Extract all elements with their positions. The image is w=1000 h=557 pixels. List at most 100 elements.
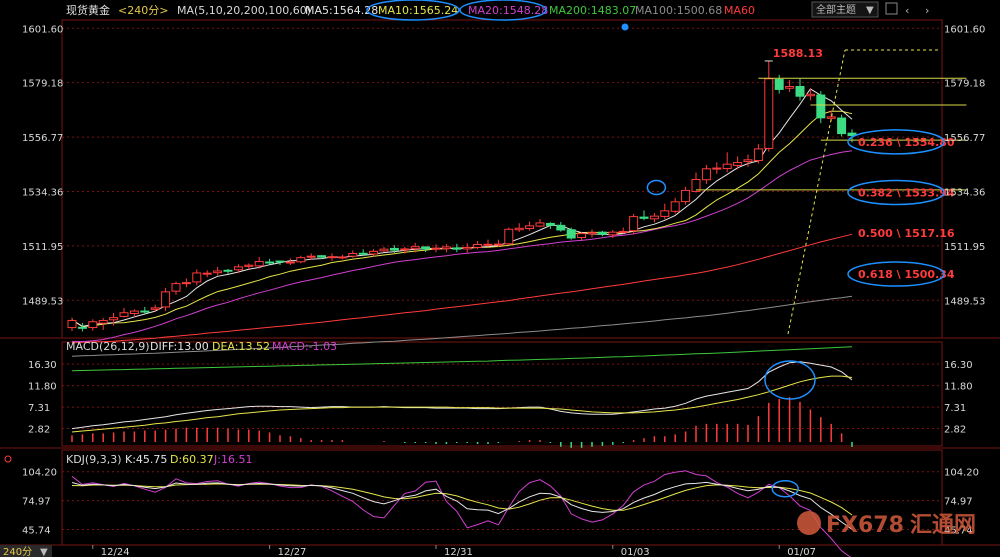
candle-down [389,247,399,251]
candle-up [514,227,524,231]
macd-tick-label-right: 2.82 [944,425,966,436]
candle-up [285,261,295,264]
candle-down [639,216,649,219]
theme-select-box[interactable] [811,1,879,18]
candle-down [452,247,462,250]
ma200-line [71,346,853,372]
theme-select-label: 全部主题 [816,3,856,16]
chevron-down-icon: ▼ [866,5,874,16]
candle-down [816,94,826,119]
ma100-label: MA100:1500.68 [635,4,722,17]
candle-down [275,260,285,263]
candle-up [129,310,139,314]
ma60-label: MA60 [724,4,755,17]
period-button-box[interactable] [0,545,52,557]
candle-down [556,224,566,231]
ma5-label: MA5:1564.28 [305,4,378,17]
theme-select[interactable]: 全部主题 ▼ [811,1,879,18]
price-tick-label-right: 1601.60 [944,24,985,35]
candle-down [421,246,431,250]
candlestick-layer [67,61,857,332]
candle-up [473,244,483,248]
macd-tick-label-left: 11.80 [28,382,57,393]
fx678-logo-icon [797,511,821,535]
kdj-cross-callout-ellipse [771,479,799,498]
candle-up [181,282,191,285]
macd-tick-label-left: 7.31 [28,403,50,414]
candle-up [410,246,420,250]
window-control-icons[interactable]: ‹ › [885,2,929,17]
candle-up [504,228,514,245]
candle-up [785,86,795,89]
fib-callout-ellipse [847,179,945,206]
fib-slope-line [787,49,846,335]
chevron-right-icon[interactable]: › [925,4,929,17]
moving-average-layer [71,88,853,372]
macd-tick-label-right: 11.80 [944,382,973,393]
candle-up [379,248,389,252]
annotation-layer: 1588.13 0.236 \ 1554.80 0.382 \ 1533.94 0.5… [646,47,967,335]
price-tick-label-right: 1579.18 [944,79,985,90]
x-tick-label: 12/24 [101,547,130,557]
macd-tick-label-right: 16.30 [944,360,973,371]
kdj-layer [71,470,853,557]
candle-up [629,216,639,232]
macd-tick-label-left: 2.82 [28,425,50,436]
kdj-k-line [71,481,853,530]
candle-up [826,116,836,119]
ma200-label: MA200:1483.07 [549,4,636,17]
candle-up [202,272,212,275]
kdj-tick-label-left: 104.20 [22,468,57,479]
candle-down [837,117,847,135]
candle-up [462,246,472,250]
period-dropdown-icon: ▼ [40,547,48,557]
candle-down [140,310,150,313]
ma20-line [71,150,853,343]
candle-up [577,233,587,239]
square-icon[interactable] [885,2,898,15]
chevron-left-icon[interactable]: ‹ [905,4,909,17]
candle-up [535,222,545,227]
price-tick-label-right: 1534.36 [944,187,985,198]
candle-up [431,247,441,250]
watermark-suffix: 汇通网 [910,513,976,538]
macd-dea-line [71,375,853,433]
candle-up [213,270,223,274]
fib-level-label: 0.500 \ 1517.16 [858,227,955,240]
kdj-tick-label-right: 104.20 [944,468,979,479]
candle-up [150,307,160,310]
price-tick-label-right: 1556.77 [944,133,985,144]
period-label: <240分> [118,4,168,17]
candle-up [608,231,618,236]
ma-touch-callout-ellipse [646,179,667,196]
macd-tick-label-right: 7.31 [944,403,966,414]
candle-up [369,250,379,255]
record-icon[interactable] [4,455,12,463]
kdj-tick-label-left: 74.97 [22,497,51,508]
macd-dea-label: DEA:13.52 [212,340,270,353]
candle-up [743,159,753,163]
candle-up [161,291,171,308]
candle-down [795,86,805,97]
candle-up [244,264,254,267]
period-button[interactable]: 240分 ▼ [0,545,52,557]
macd-layer [71,360,853,448]
candle-up [722,163,732,170]
candle-up [98,320,108,324]
candle-down [774,78,784,90]
kdj-k-label: K:45.75 [125,453,167,466]
candle-up [67,320,77,329]
x-tick-label: 12/27 [278,547,307,557]
candle-up [233,266,243,271]
price-tick-label-left: 1489.53 [22,296,63,307]
candle-up [525,225,535,230]
kdj-tick-label-right: 45.74 [944,525,973,536]
candle-up [192,272,202,283]
high-price-label: 1588.13 [773,47,823,60]
price-tick-label-left: 1601.60 [22,24,63,35]
candle-up [483,243,493,246]
candle-down [77,326,87,329]
x-tick-label: 01/07 [787,547,816,557]
ma10-label: MA10:1565.24 [378,4,458,17]
